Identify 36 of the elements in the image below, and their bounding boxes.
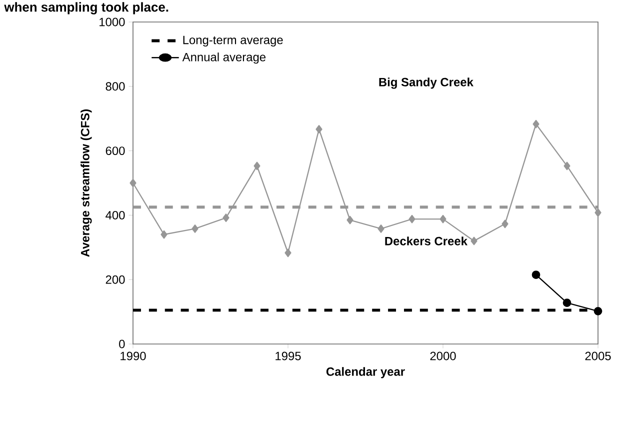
point	[532, 120, 540, 128]
y-tick-label: 0	[119, 340, 125, 348]
point	[470, 236, 478, 246]
annotation: Big Sandy Creek	[379, 78, 474, 89]
point	[316, 125, 322, 134]
point	[562, 298, 572, 307]
point	[222, 214, 230, 222]
x-axis-title: Calendar year	[326, 367, 405, 378]
point	[408, 214, 416, 224]
y-tick-label: 400	[106, 210, 125, 220]
point	[594, 208, 602, 217]
point	[440, 214, 446, 224]
y-tick-label: 800	[106, 82, 125, 91]
x-tick-label: 2005	[585, 352, 611, 360]
x-tick-label: 2000	[430, 352, 456, 360]
legend-label: Long-term average	[183, 36, 283, 47]
point	[378, 224, 384, 233]
point	[130, 178, 136, 188]
point	[532, 270, 540, 279]
point	[284, 248, 292, 258]
point	[564, 162, 570, 170]
point	[254, 162, 260, 170]
annotation: Deckers Creek	[385, 236, 468, 246]
chart-title: when sampling took place.	[4, 2, 168, 14]
point	[160, 230, 168, 239]
y-axis-title: Average streamflow (CFS)	[80, 109, 92, 257]
x-tick-label: 1990	[120, 352, 146, 360]
point	[594, 306, 602, 316]
x-tick-label: 1995	[276, 352, 301, 360]
point	[192, 224, 198, 233]
point	[502, 220, 508, 228]
legend-label: Annual average	[182, 52, 266, 64]
y-tick-label: 600	[106, 146, 125, 156]
y-tick-label: 1000	[100, 18, 125, 26]
y-tick-label: 200	[106, 275, 125, 284]
point	[346, 216, 354, 224]
